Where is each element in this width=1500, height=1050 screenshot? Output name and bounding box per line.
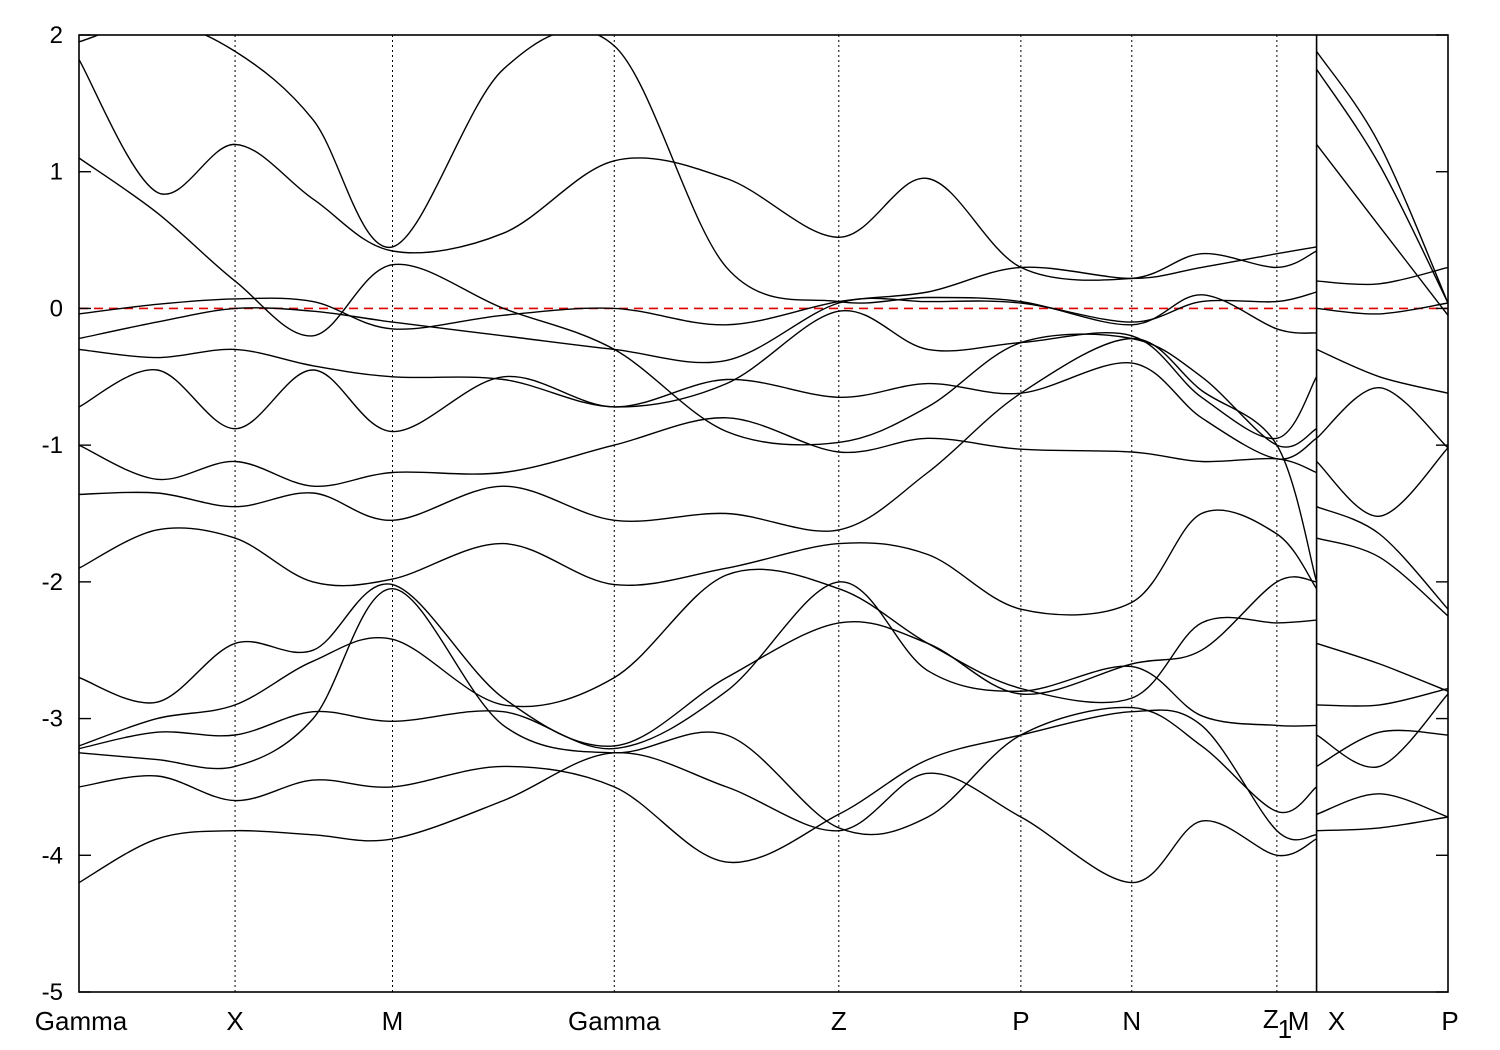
kpoint-label: P	[1441, 1006, 1458, 1036]
band-line-15	[1316, 642, 1448, 692]
plot-frame	[78, 34, 1449, 993]
y-tick-label: -3	[42, 706, 63, 733]
y-tick-label: -5	[42, 979, 63, 1006]
band-line-12	[79, 509, 1318, 616]
kpoint-label: Z	[831, 1006, 847, 1036]
band-line-18	[79, 581, 1317, 750]
y-tick-label: -4	[42, 842, 63, 869]
band-line-28	[79, 157, 1317, 448]
band-line-31	[1316, 68, 1448, 304]
band-line-19	[1316, 693, 1448, 769]
kpoint-label: N	[1122, 1006, 1141, 1036]
kpoint-label: 1	[1278, 1014, 1292, 1044]
band-line-27	[1316, 143, 1448, 316]
band-line-11	[1316, 506, 1448, 610]
band-line-20	[79, 587, 1318, 836]
kpoint-label: M	[382, 1006, 404, 1036]
y-tick-label: -2	[42, 569, 63, 596]
kpoint-gridlines	[234, 35, 1318, 992]
kpoint-label: X	[226, 1006, 243, 1036]
y-tick-label: 0	[50, 295, 63, 322]
band-line-29	[1316, 51, 1448, 304]
band-line-17	[1316, 687, 1448, 707]
kpoint-label: P	[1012, 1006, 1029, 1036]
band-line-3	[1316, 302, 1448, 315]
kpoint-label: Gamma	[568, 1006, 661, 1036]
kpoint-label: M	[1288, 1006, 1310, 1036]
band-line-8	[79, 417, 1317, 488]
band-curves	[79, 35, 1448, 884]
band-line-26	[79, 59, 1317, 281]
band-line-7	[1316, 386, 1448, 449]
kpoint-label: X	[1328, 1006, 1345, 1036]
band-line-1	[1316, 266, 1448, 286]
y-axis: 2 1 0 -1 -2 -3 -4 -5	[42, 22, 1448, 1006]
band-line-22	[79, 709, 1317, 864]
y-tick-label: -1	[42, 432, 63, 459]
band-line-16	[79, 568, 1317, 747]
band-line-14	[79, 576, 1317, 747]
kpoint-label: Z	[1263, 1004, 1279, 1034]
band-line-30	[79, 35, 1317, 334]
kpoint-label: Gamma	[35, 1006, 128, 1036]
band-line-24	[79, 752, 1317, 884]
band-line-5	[1316, 348, 1448, 394]
band-line-13	[1316, 537, 1448, 617]
band-line-9	[1316, 447, 1448, 517]
x-axis-kpoint-labels: Gamma X M Gamma Z P N Z1M X P	[35, 1004, 1459, 1044]
band-line-0	[79, 246, 1317, 330]
y-tick-label: 1	[50, 159, 63, 186]
y-tick-label: 2	[50, 22, 63, 49]
band-line-2	[79, 291, 1317, 364]
band-line-25	[1316, 816, 1448, 832]
band-line-6	[79, 362, 1317, 460]
band-line-21	[1316, 729, 1448, 768]
band-line-23	[1316, 793, 1448, 818]
band-line-4	[79, 309, 1318, 440]
band-line-10	[79, 337, 1318, 583]
